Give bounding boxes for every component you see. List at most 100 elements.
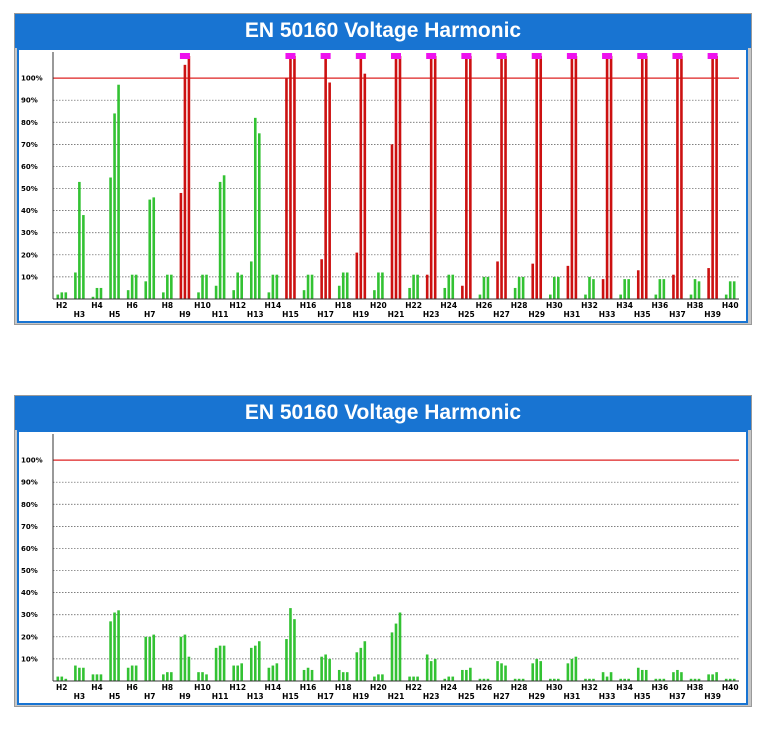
harmonic-bar [187,656,191,681]
x-tick-label: H19 [352,692,369,701]
harmonic-bar [74,665,77,681]
harmonic-bar [117,610,120,681]
harmonic-bar [711,56,714,299]
harmonic-bar [654,294,658,299]
harmonic-bar [359,647,363,681]
harmonic-bar [60,676,64,681]
harmonic-bar [302,669,306,681]
harmonic-bar [500,663,503,681]
harmonic-bar [447,274,451,299]
harmonic-bar [240,274,243,299]
harmonic-bar [478,678,482,681]
harmonic-bar [302,290,306,299]
harmonic-bar [531,663,535,681]
overflow-marker [179,53,190,59]
harmonic-bar [285,639,288,681]
y-tick-label: 30% [21,611,38,619]
x-tick-label: H20 [370,301,387,310]
harmonic-bar [113,612,116,681]
harmonic-bar [328,658,331,681]
overflow-marker [496,53,507,59]
harmonic-bar [95,674,99,681]
harmonic-bar [715,56,718,299]
harmonic-bar [425,654,429,681]
harmonic-bar [408,676,411,681]
x-tick-label: H31 [564,692,581,701]
harmonic-bar [531,263,535,299]
harmonic-bar [306,667,310,681]
harmonic-bar [232,665,235,681]
harmonic-bar [257,641,261,681]
harmonic-bar [724,678,728,681]
harmonic-bar [381,272,384,299]
harmonic-bar [201,672,204,681]
harmonic-bar [222,175,226,299]
y-tick-label: 10% [21,655,38,663]
harmonic-bar [271,665,275,681]
harmonic-chart-1: 10% 20% 30% 40% 50% 60% 70% 80% 90% 100% H2 H3 H4 H5 H… [21,52,739,319]
harmonic-bar [433,658,437,681]
y-tick-label: 50% [21,567,38,575]
harmonic-bar [78,181,81,299]
harmonic-bar [553,276,556,299]
harmonic-bar [732,281,736,299]
harmonic-bar [486,678,490,681]
harmonic-bar [588,678,591,681]
x-tick-label: H7 [144,692,156,701]
harmonic-bar [359,56,363,299]
x-tick-label: H10 [194,301,211,310]
harmonic-bar [627,279,630,299]
harmonic-bar [640,56,644,299]
harmonic-bar [609,56,613,299]
harmonic-panel-1: EN 50160 Voltage Harmonic 10% 20% 30% 40% 50… [14,13,752,325]
harmonic-bar [91,296,95,299]
harmonic-bar [570,56,574,299]
harmonic-bar [513,678,517,681]
harmonic-bar [134,665,138,681]
harmonic-bar [496,261,499,299]
harmonic-bar [465,56,468,299]
overflow-marker [602,53,613,59]
harmonic-bar [109,177,112,299]
harmonic-bar [724,294,728,299]
harmonic-bar [345,672,349,681]
harmonic-bar [636,667,640,681]
x-tick-label: H24 [440,683,457,692]
harmonic-bar [451,676,455,681]
x-tick-label: H8 [162,301,174,310]
harmonic-bar [222,645,226,681]
x-tick-label: H33 [599,310,616,319]
y-tick-label: 40% [21,589,38,597]
harmonic-bar [619,294,622,299]
x-tick-label: H40 [722,301,739,310]
harmonic-bar [680,56,683,299]
harmonic-bar [566,265,570,299]
harmonic-bar [267,667,271,681]
harmonic-bar [91,674,95,681]
harmonic-bar [707,268,710,299]
x-tick-label: H10 [194,683,211,692]
harmonic-bar [557,276,560,299]
harmonic-bar [592,279,595,299]
y-tick-label: 100% [21,457,43,465]
harmonic-bar [605,56,609,299]
harmonic-bar [162,674,165,681]
harmonic-bar [341,672,345,681]
x-tick-label: H34 [616,683,633,692]
harmonic-bar [553,678,556,681]
harmonic-bar [113,113,116,299]
y-tick-label: 20% [21,251,38,259]
x-tick-label: H17 [317,692,334,701]
x-tick-label: H40 [722,683,739,692]
x-tick-label: H28 [511,301,528,310]
harmonic-bar [443,287,447,299]
harmonic-bar [429,661,433,681]
overflow-marker [391,53,401,59]
harmonic-bar [293,56,296,299]
harmonic-bar [478,294,482,299]
harmonic-bar [236,665,239,681]
harmonic-bar [82,215,85,299]
chart-title-1: EN 50160 Voltage Harmonic [15,14,751,48]
harmonic-bar [345,272,349,299]
harmonic-bar [672,672,675,681]
